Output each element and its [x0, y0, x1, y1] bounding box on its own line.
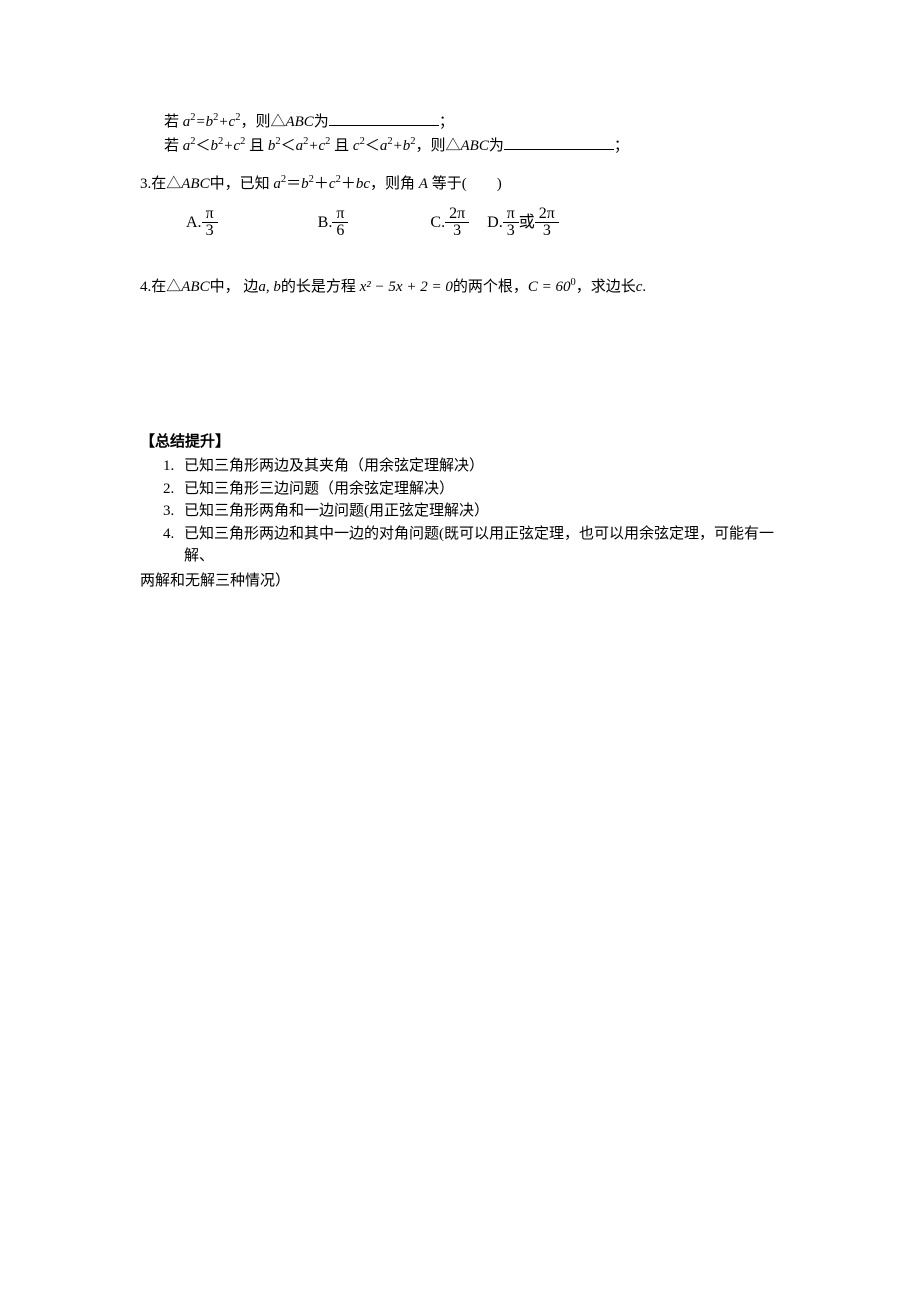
stem-line-2: 若 a2＜b2+c2 且 b2＜a2+c2 且 c2＜a2+b2，则△ABC为；: [140, 134, 780, 158]
and: 且: [245, 138, 268, 154]
plus: +: [308, 138, 318, 154]
denominator: 6: [332, 223, 348, 240]
text: 为: [489, 138, 504, 154]
lt: ＜: [365, 138, 380, 154]
text: 的长是方程: [281, 279, 356, 295]
page: 若 a2=b2+c2，则△ABC为； 若 a2＜b2+c2 且 b2＜a2+c2…: [0, 0, 920, 592]
ab: a, b: [258, 279, 281, 295]
opt-label: D.: [487, 211, 503, 235]
A: A: [419, 176, 428, 192]
equation: x² − 5x + 2 = 0: [360, 279, 453, 295]
denominator: 3: [503, 223, 519, 240]
eq: ＝: [286, 176, 301, 192]
opt-label: B.: [318, 211, 333, 235]
summary-note: 两解和无解三种情况）: [140, 570, 780, 593]
summary-block: 【总结提升】 已知三角形两边及其夹角（用余弦定理解决） 已知三角形三边问题（用余…: [140, 431, 780, 593]
numerator: 2π: [535, 206, 559, 223]
period: .: [642, 279, 646, 295]
plus: +: [393, 138, 403, 154]
eq: =: [196, 114, 206, 130]
option-b[interactable]: B. π 6: [318, 206, 349, 241]
numerator: π: [332, 206, 348, 223]
fraction: π 3: [503, 206, 519, 241]
question-4: 4.在△ABC中， 边a, b的长是方程 x² − 5x + 2 = 0的两个根…: [140, 276, 780, 299]
fraction: π 3: [202, 206, 218, 241]
bc: bc: [356, 176, 370, 192]
summary-list: 已知三角形两边及其夹角（用余弦定理解决） 已知三角形三边问题（用余弦定理解决） …: [140, 455, 780, 568]
plus: +: [223, 138, 233, 154]
fraction: 2π 3: [445, 206, 469, 241]
abc: ABC: [181, 176, 209, 192]
lt: ＜: [281, 138, 296, 154]
var-a: a: [273, 176, 281, 192]
summary-title: 【总结提升】: [140, 431, 780, 454]
C-eq: C = 60: [528, 279, 571, 295]
summary-item: 已知三角形两边及其夹角（用余弦定理解决）: [178, 455, 780, 478]
option-a[interactable]: A. π 3: [186, 206, 218, 241]
text: ，则角: [370, 176, 419, 192]
text: 的两个根，: [453, 279, 528, 295]
text: 在△: [151, 279, 181, 295]
text: 若: [164, 138, 183, 154]
opt-label: C.: [430, 211, 445, 235]
q-label: 4.: [140, 279, 151, 295]
text: 中， 边: [210, 279, 259, 295]
option-c[interactable]: C. 2π 3: [430, 206, 469, 241]
stem-line-1: 若 a2=b2+c2，则△ABC为；: [140, 110, 780, 134]
summary-item: 已知三角形两角和一边问题(用正弦定理解决）: [178, 500, 780, 523]
abc: ABC: [181, 279, 209, 295]
text: ，求边长: [576, 279, 636, 295]
abc: ABC: [285, 114, 313, 130]
denominator: 3: [449, 223, 465, 240]
text: 等于( ): [428, 176, 502, 192]
var-b: b: [301, 176, 309, 192]
numerator: π: [503, 206, 519, 223]
semicolon: ；: [439, 114, 454, 130]
text: 若: [164, 114, 183, 130]
fraction: π 6: [332, 206, 348, 241]
plus: ＋: [341, 176, 356, 192]
lt: ＜: [196, 138, 211, 154]
text: 中，已知: [210, 176, 274, 192]
numerator: 2π: [445, 206, 469, 223]
fraction: 2π 3: [535, 206, 559, 241]
var-c: c: [353, 138, 360, 154]
q3-options: A. π 3 B. π 6 C. 2π 3 D.: [140, 206, 780, 241]
abc: ABC: [461, 138, 489, 154]
question-3: 3.在△ABC中，已知 a2＝b2＋c2＋bc，则角 A 等于( ): [140, 173, 780, 196]
option-d[interactable]: D. π 3 或 2π 3: [487, 206, 559, 241]
summary-item: 已知三角形两边和其中一边的对角问题(既可以用正弦定理，也可以用余弦定理，可能有一…: [178, 523, 780, 568]
text: 在△: [151, 176, 181, 192]
semicolon: ；: [614, 138, 629, 154]
summary-item: 已知三角形三边问题（用余弦定理解决）: [178, 478, 780, 501]
fill-blank[interactable]: [504, 134, 614, 150]
plus: ＋: [314, 176, 329, 192]
var-a: a: [296, 138, 304, 154]
numerator: π: [202, 206, 218, 223]
var-b: b: [211, 138, 219, 154]
var-c: c: [329, 176, 336, 192]
denominator: 3: [202, 223, 218, 240]
denominator: 3: [539, 223, 555, 240]
or-text: 或: [519, 211, 535, 235]
q-label: 3.: [140, 176, 151, 192]
opt-label: A.: [186, 211, 202, 235]
fill-blank[interactable]: [329, 110, 439, 126]
text: ，则△: [240, 114, 285, 130]
plus: +: [218, 114, 228, 130]
text: 为: [314, 114, 329, 130]
text: ，则△: [415, 138, 460, 154]
and: 且: [330, 138, 353, 154]
